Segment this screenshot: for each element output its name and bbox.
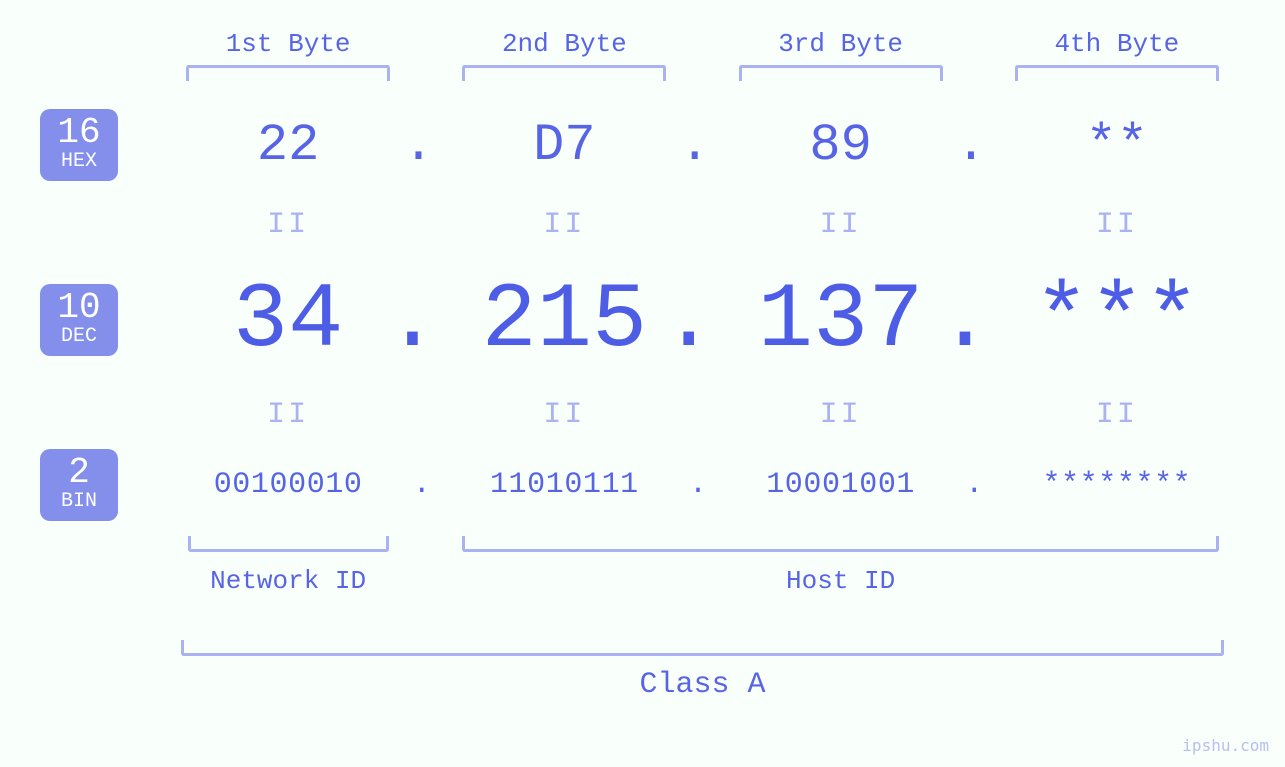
dec-byte-3: 137 . — [703, 268, 979, 373]
spacer — [40, 200, 150, 250]
hex-value: D7 — [426, 116, 702, 175]
badge-name: HEX — [40, 151, 118, 173]
byte-header-3: 3rd Byte — [703, 29, 979, 81]
hex-badge: 16 HEX — [40, 109, 118, 181]
hex-byte-4: ** — [979, 116, 1255, 175]
equals-row: II II II II — [150, 390, 1255, 440]
byte-header-1: 1st Byte — [150, 29, 426, 81]
badge-base: 10 — [40, 290, 118, 326]
bracket-down-icon — [1015, 65, 1219, 81]
spacer — [40, 530, 150, 640]
dec-row: 34 . 215 . 137 . *** — [150, 250, 1255, 390]
hex-value: 22 — [150, 116, 426, 175]
byte-header-4: 4th Byte — [979, 29, 1255, 81]
hex-value: 89 — [703, 116, 979, 175]
badge-base: 2 — [40, 455, 118, 491]
equals-glyph: II — [703, 398, 979, 432]
dec-badge: 10 DEC — [40, 284, 118, 356]
equals-glyph: II — [150, 398, 426, 432]
byte-header-row: 1st Byte 2nd Byte 3rd Byte 4th Byte — [150, 20, 1255, 90]
bracket-up-icon — [188, 536, 389, 552]
host-id-label: Host ID — [786, 566, 895, 596]
dec-value: *** — [979, 268, 1255, 373]
bin-byte-3: 10001001 . — [703, 468, 979, 502]
bin-value: ******** — [979, 468, 1255, 502]
badge-name: DEC — [40, 326, 118, 348]
byte-label: 4th Byte — [1054, 29, 1179, 59]
network-host-row: Network ID Host ID — [150, 530, 1255, 640]
hex-row: 22 . D7 . 89 . ** — [150, 90, 1255, 200]
hex-byte-3: 89 . — [703, 116, 979, 175]
network-id-bracket: Network ID — [150, 536, 426, 596]
class-label: Class A — [639, 668, 765, 702]
ip-diagram: 1st Byte 2nd Byte 3rd Byte 4th Byte 16 H… — [40, 20, 1255, 757]
equals-glyph: II — [979, 398, 1255, 432]
dec-byte-4: *** — [979, 268, 1255, 373]
watermark: ipshu.com — [1182, 736, 1269, 755]
bin-row: 00100010 . 11010111 . 10001001 . *******… — [150, 440, 1255, 530]
network-id-label: Network ID — [210, 566, 366, 596]
equals-glyph: II — [703, 208, 979, 242]
hex-byte-1: 22 . — [150, 116, 426, 175]
badge-base: 16 — [40, 115, 118, 151]
bin-byte-1: 00100010 . — [150, 468, 426, 502]
byte-label: 3rd Byte — [778, 29, 903, 59]
dec-byte-2: 215 . — [426, 268, 702, 373]
bracket-down-icon — [462, 65, 666, 81]
byte-label: 1st Byte — [226, 29, 351, 59]
spacer — [40, 390, 150, 440]
badge-name: BIN — [40, 491, 118, 513]
equals-glyph: II — [426, 398, 702, 432]
bin-byte-2: 11010111 . — [426, 468, 702, 502]
dec-byte-1: 34 . — [150, 268, 426, 373]
equals-glyph: II — [426, 208, 702, 242]
host-id-bracket: Host ID — [426, 536, 1255, 596]
equals-row: II II II II — [150, 200, 1255, 250]
spacer — [40, 640, 150, 710]
byte-header-2: 2nd Byte — [426, 29, 702, 81]
bracket-down-icon — [739, 65, 943, 81]
bin-value: 11010111 — [426, 468, 702, 502]
bin-byte-4: ******** — [979, 468, 1255, 502]
bracket-up-icon — [462, 536, 1219, 552]
bracket-up-icon — [181, 640, 1225, 656]
bin-value: 00100010 — [150, 468, 426, 502]
bracket-down-icon — [186, 65, 390, 81]
spacer — [40, 20, 150, 90]
equals-glyph: II — [979, 208, 1255, 242]
hex-value: ** — [979, 116, 1255, 175]
class-row: Class A — [150, 640, 1255, 702]
hex-byte-2: D7 . — [426, 116, 702, 175]
equals-glyph: II — [150, 208, 426, 242]
bin-value: 10001001 — [703, 468, 979, 502]
bin-badge: 2 BIN — [40, 449, 118, 521]
byte-label: 2nd Byte — [502, 29, 627, 59]
